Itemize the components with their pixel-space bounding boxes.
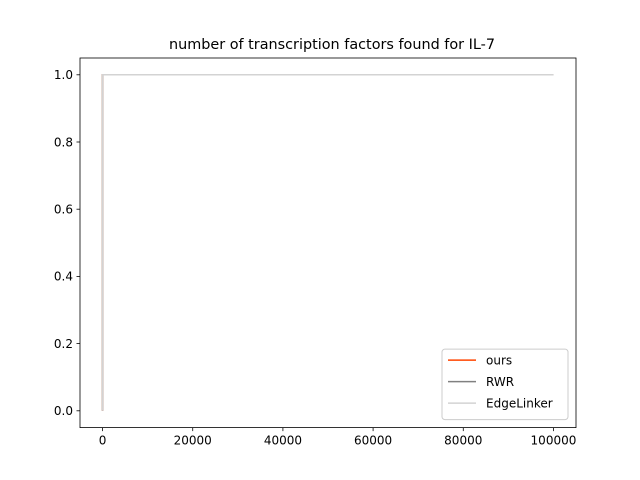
- y-tick-label: 1.0: [54, 68, 73, 82]
- y-tick-label: 0.6: [54, 203, 73, 217]
- legend-label-ours: ours: [486, 353, 512, 367]
- y-axis: 0.0 0.2 0.4 0.6 0.8 1.0: [54, 68, 80, 418]
- x-axis: 0 20000 40000 60000 80000 100000: [99, 427, 577, 448]
- legend-label-rwr: RWR: [486, 375, 514, 389]
- x-tick-label: 0: [99, 434, 107, 448]
- legend: ours RWR EdgeLinker: [441, 348, 569, 421]
- x-tick-label: 60000: [354, 434, 392, 448]
- legend-frame: [441, 348, 569, 421]
- x-tick-label: 100000: [531, 434, 577, 448]
- y-tick-label: 0.4: [54, 270, 73, 284]
- series-layer: [101, 74, 554, 411]
- y-tick-label: 0.8: [54, 135, 73, 149]
- plot-frame: [79, 57, 577, 429]
- legend-label-edgelinker: EdgeLinker: [486, 396, 553, 410]
- y-tick-label: 0.2: [54, 337, 73, 351]
- x-tick-label: 40000: [264, 434, 302, 448]
- x-tick-label: 80000: [444, 434, 482, 448]
- x-tick-label: 20000: [174, 434, 212, 448]
- y-tick-label: 0.0: [54, 404, 73, 418]
- chart-title: number of transcription factors found fo…: [169, 37, 495, 53]
- series-line-edgelinker: [101, 74, 554, 411]
